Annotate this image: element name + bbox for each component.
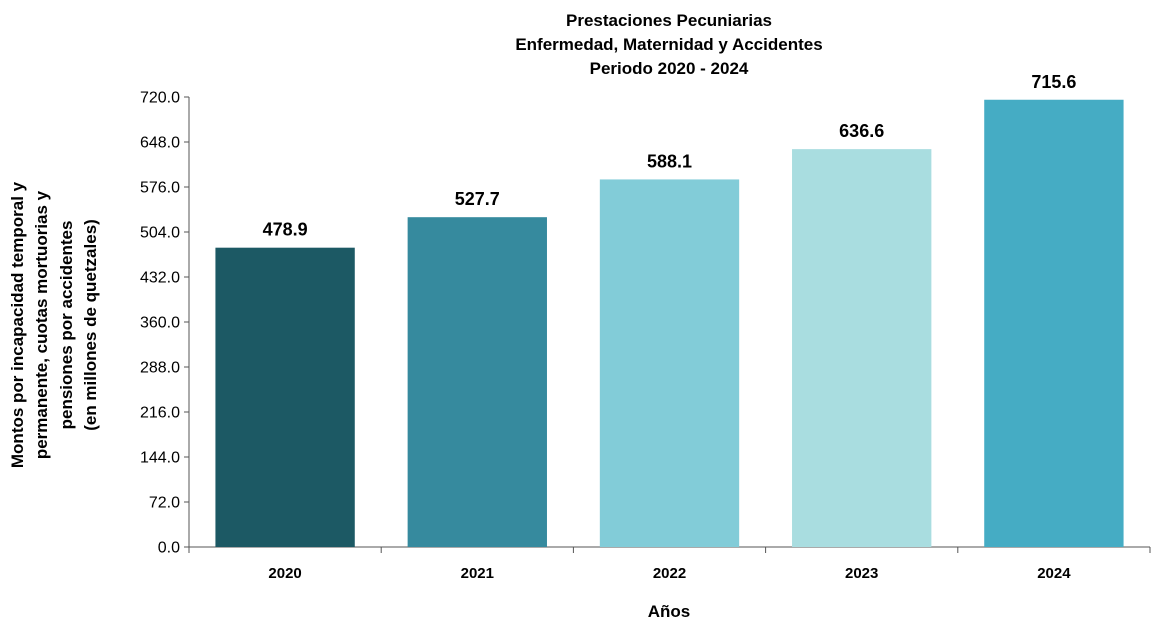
chart-title-line: Enfermedad, Maternidad y Accidentes — [515, 35, 822, 54]
x-tick-label: 2021 — [461, 565, 494, 582]
bar-value-label: 527.7 — [455, 189, 500, 209]
x-tick-label: 2022 — [653, 565, 686, 582]
bar-value-label: 636.6 — [839, 121, 884, 141]
y-tick-label: 504.0 — [140, 225, 180, 242]
chart-title: Prestaciones Pecuniarias Enfermedad, Mate… — [515, 11, 822, 78]
value-labels: 478.9 527.7 588.1 636.6 715.6 — [263, 72, 1077, 240]
x-tick-label: 2024 — [1037, 565, 1071, 582]
y-tick-label: 144.0 — [140, 450, 180, 467]
y-axis-label-line: permanente, cuotas mortuorias y — [32, 190, 51, 459]
bars — [215, 99, 1124, 547]
x-tick-label: 2020 — [268, 565, 301, 582]
y-tick-label: 648.0 — [140, 135, 180, 152]
y-tick-label: 720.0 — [140, 90, 180, 107]
bar-2022 — [599, 179, 740, 547]
y-tick-label: 576.0 — [140, 180, 180, 197]
y-axis-label: Montos por incapacidad temporal y permane… — [8, 181, 100, 468]
y-axis-label-line: Montos por incapacidad temporal y — [8, 181, 27, 468]
y-tick-label: 288.0 — [140, 360, 180, 377]
bar-2024 — [984, 99, 1124, 547]
chart-title-line: Prestaciones Pecuniarias — [566, 11, 772, 30]
bar-value-label: 715.6 — [1031, 72, 1076, 92]
y-axis: 0.0 72.0 144.0 216.0 288.0 360.0 432.0 504.0 576… — [140, 90, 190, 557]
x-axis-label: Años — [648, 602, 691, 621]
chart-title-line: Periodo 2020 - 2024 — [590, 59, 749, 78]
x-axis: 2020 2021 2022 2023 2024 — [188, 546, 1151, 582]
bar-value-label: 588.1 — [647, 151, 692, 171]
bar-2020 — [215, 247, 355, 547]
bar-2023 — [792, 149, 932, 547]
y-tick-label: 0.0 — [158, 540, 180, 557]
bar-value-label: 478.9 — [263, 220, 308, 240]
y-tick-label: 432.0 — [140, 270, 180, 287]
y-axis-label-line: (en millones de quetzales) — [81, 219, 100, 431]
y-tick-label: 360.0 — [140, 315, 180, 332]
x-tick-label: 2023 — [845, 565, 878, 582]
y-tick-label: 216.0 — [140, 405, 180, 422]
y-axis-label-line: pensiones por accidentes — [57, 221, 76, 430]
bar-2021 — [407, 217, 547, 547]
y-tick-label: 72.0 — [149, 495, 180, 512]
